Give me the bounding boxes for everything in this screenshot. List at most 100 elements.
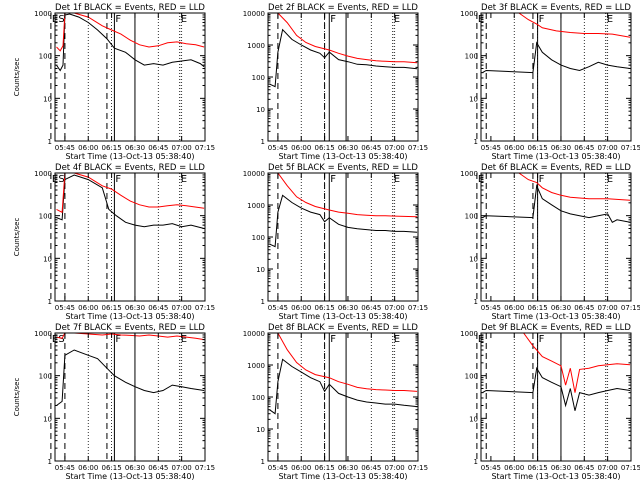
event-marker-label: F xyxy=(539,334,545,345)
event-marker-label: F xyxy=(330,334,336,345)
y-tick-label: 100 xyxy=(39,373,52,381)
y-tick-label: 1 xyxy=(474,298,478,306)
event-marker-label: F xyxy=(330,14,336,25)
series-group xyxy=(56,333,205,406)
event-marker-label: E xyxy=(607,14,613,25)
x-tick-label: 06:15 xyxy=(528,464,548,472)
y-tick-label: 1000 xyxy=(247,42,265,50)
series-line-events xyxy=(482,183,631,223)
plot-frame xyxy=(480,332,632,462)
event-marker-label: E xyxy=(181,334,187,345)
y-tick-label: 10000 xyxy=(243,330,265,338)
x-tick-label: 05:45 xyxy=(55,144,75,152)
x-tick-label: 06:30 xyxy=(125,144,145,152)
x-tick-label: 06:00 xyxy=(291,144,311,152)
series-line-events xyxy=(269,28,418,88)
chart-title: Det 8f BLACK = Events, RED = LLD xyxy=(268,323,418,333)
plot-frame xyxy=(267,172,419,302)
x-tick-label: 07:15 xyxy=(621,464,640,472)
x-tick-label: 06:45 xyxy=(574,304,594,312)
plot-frame xyxy=(54,12,206,142)
x-tick-label: 05:45 xyxy=(481,144,501,152)
x-axis-label: Start Time (13-Oct-13 05:38:40) xyxy=(491,152,620,161)
x-tick-label: 06:00 xyxy=(504,144,524,152)
event-marker-label: E xyxy=(181,174,187,185)
x-tick-label: 06:15 xyxy=(315,144,335,152)
x-tick-label: 06:45 xyxy=(148,144,168,152)
series-line-events xyxy=(56,349,205,406)
x-tick-label: 06:45 xyxy=(361,304,381,312)
y-tick-label: 10 xyxy=(256,266,265,274)
plot-frame xyxy=(267,12,419,142)
chart-title: Det 1f BLACK = Events, RED = LLD xyxy=(55,3,205,13)
x-tick-label: 06:15 xyxy=(102,304,122,312)
plot-frame xyxy=(54,172,206,302)
series-line-events xyxy=(56,13,205,72)
plot-frame xyxy=(480,172,632,302)
x-tick-label: 07:15 xyxy=(621,144,640,152)
x-tick-label: 06:45 xyxy=(148,464,168,472)
y-tick-label: 1000 xyxy=(460,330,478,338)
x-tick-label: 07:15 xyxy=(408,144,428,152)
y-tick-label: 1 xyxy=(48,138,52,146)
x-tick-label: 05:45 xyxy=(268,464,288,472)
y-tick-label: 100 xyxy=(465,373,478,381)
x-tick-label: 05:45 xyxy=(55,464,75,472)
y-tick-label: 100 xyxy=(252,394,265,402)
x-tick-label: 07:00 xyxy=(385,464,405,472)
x-tick-label: 06:30 xyxy=(551,144,571,152)
x-tick-label: 06:30 xyxy=(551,464,571,472)
chart-panel-9: Det 9f BLACK = Events, RED = LLD Start Ti… xyxy=(460,323,640,480)
series-line-events xyxy=(482,366,631,411)
y-tick-label: 1000 xyxy=(247,362,265,370)
event-marker-label: S xyxy=(58,334,64,345)
x-tick-label: 07:15 xyxy=(195,304,215,312)
chart-panel-1: Det 1f BLACK = Events, RED = LLD Counts/s… xyxy=(13,3,215,161)
chart-panel-3: Det 3f BLACK = Events, RED = LLD Start Ti… xyxy=(460,3,640,161)
plot-frame xyxy=(480,12,632,142)
x-axis-label: Start Time (13-Oct-13 05:38:40) xyxy=(65,312,194,321)
series-line-lld xyxy=(518,13,631,38)
x-tick-label: 06:00 xyxy=(78,464,98,472)
series-line-lld xyxy=(56,13,205,52)
x-tick-label: 06:15 xyxy=(315,464,335,472)
x-tick-label: 07:00 xyxy=(172,144,192,152)
y-tick-label: 1 xyxy=(261,298,265,306)
y-tick-label: 1 xyxy=(48,458,52,466)
y-tick-label: 1000 xyxy=(460,170,478,178)
y-tick-label: 10 xyxy=(43,415,52,423)
y-tick-label: 1000 xyxy=(460,10,478,18)
series-line-lld xyxy=(523,333,631,393)
x-tick-label: 06:15 xyxy=(528,144,548,152)
y-tick-label: 10 xyxy=(43,255,52,263)
event-marker-label: F xyxy=(115,334,121,345)
series-line-lld xyxy=(56,333,205,341)
y-tick-label: 1 xyxy=(261,138,265,146)
x-tick-label: 07:00 xyxy=(598,144,618,152)
chart-panel-5: Det 5f BLACK = Events, RED = LLD Start Ti… xyxy=(243,163,428,321)
x-tick-label: 06:45 xyxy=(574,464,594,472)
event-marker-label: E xyxy=(607,174,613,185)
x-tick-label: 07:15 xyxy=(408,304,428,312)
x-tick-label: 05:45 xyxy=(268,144,288,152)
event-marker-label: F xyxy=(539,14,545,25)
event-marker-label: F xyxy=(115,14,121,25)
x-tick-label: 06:00 xyxy=(291,464,311,472)
series-line-events xyxy=(482,41,631,74)
event-marker-label: E xyxy=(394,14,400,25)
event-marker-label: F xyxy=(330,174,336,185)
y-tick-label: 10000 xyxy=(243,10,265,18)
y-tick-label: 10 xyxy=(256,426,265,434)
x-tick-label: 06:45 xyxy=(574,144,594,152)
x-tick-label: 06:15 xyxy=(102,464,122,472)
chart-panel-6: Det 6f BLACK = Events, RED = LLD Start Ti… xyxy=(460,163,640,321)
x-axis-label: Start Time (13-Oct-13 05:38:40) xyxy=(491,312,620,321)
x-axis-label: Start Time (13-Oct-13 05:38:40) xyxy=(491,472,620,480)
series-group xyxy=(56,173,205,229)
series-group xyxy=(56,13,205,72)
event-marker-label: S xyxy=(58,174,64,185)
y-tick-label: 100 xyxy=(39,213,52,221)
x-tick-label: 07:00 xyxy=(385,144,405,152)
series-group xyxy=(269,13,418,88)
